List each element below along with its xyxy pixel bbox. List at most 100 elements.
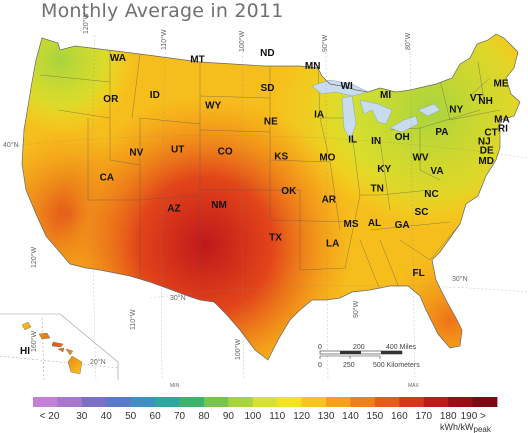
legend-ticks: < 20 30 40 50 60 70 80 90 100 110 120 130 140 150 160 1… — [40, 411, 486, 422]
state-label-mn: MN — [305, 61, 321, 72]
state-label-mt: MT — [190, 55, 204, 66]
state-label-vt: VT — [470, 93, 483, 104]
legend-tick-label: 120 — [293, 411, 310, 422]
legend-tick-label: 150 — [367, 411, 384, 422]
graticule-labels: 120°W 110°W 100°W 90°W 80°W 40°N 30°N 30… — [3, 13, 468, 360]
legend-swatch — [106, 397, 132, 407]
state-label-ut: UT — [171, 145, 184, 156]
legend-swatch — [252, 397, 278, 407]
legend-swatch — [301, 397, 327, 407]
scale-miles-400: 400 Miles — [386, 344, 416, 351]
state-label-il: IL — [348, 134, 357, 145]
state-label-ct: CT — [484, 128, 497, 139]
state-label-la: LA — [326, 238, 339, 249]
legend-tick-label: 190 > — [461, 411, 486, 422]
state-label-ia: IA — [314, 110, 324, 121]
state-label-sc: SC — [415, 207, 429, 218]
state-label-wa: WA — [110, 53, 126, 64]
state-label-az: AZ — [167, 204, 180, 215]
legend-swatch — [130, 397, 156, 407]
lon-bottom-110: 110°W — [129, 309, 137, 330]
legend-swatch — [155, 397, 180, 407]
state-borders — [39, 50, 501, 291]
scale-miles-200: 200 — [353, 344, 365, 351]
state-label-oh: OH — [395, 132, 410, 143]
legend-tick-label: 80 — [198, 411, 210, 422]
state-label-wi: WI — [341, 81, 353, 92]
legend-tick-label: 180 — [440, 411, 457, 422]
legend-tick-label: 160 — [391, 411, 408, 422]
state-label-al: AL — [368, 218, 381, 229]
legend-units-main: kWh/kW — [440, 422, 474, 432]
lon-label-90: 90°W — [321, 34, 329, 52]
state-label-ok: OK — [281, 186, 297, 197]
lon-bottom-100: 100°W — [234, 339, 242, 360]
lon-bottom-120: 120°W — [30, 247, 38, 268]
scale-miles-0: 0 — [318, 344, 322, 351]
state-labels: WA OR ID MT WY NV UT CO CA AZ NM ND SD NE KS OK TX MN IA MO… — [100, 48, 510, 279]
legend-units: kWh/kWpeak — [440, 422, 492, 433]
legend-tick-label: 40 — [101, 411, 113, 422]
legend-tick-label: 100 — [244, 411, 261, 422]
legend-min-label: MIN — [170, 383, 180, 389]
state-label-wy: WY — [205, 100, 221, 111]
legend-tick-label: 90 — [223, 411, 235, 422]
hawaii-islands — [21, 321, 83, 375]
legend-swatch — [57, 397, 83, 407]
scale-km-500: 500 Kilometers — [373, 362, 420, 369]
color-legend: MIN MAX < 20 30 40 50 60 70 80 90 100 110 120 130 14… — [33, 383, 498, 433]
state-label-id: ID — [150, 90, 160, 101]
graticule — [9, 34, 528, 380]
state-label-in: IN — [371, 136, 381, 147]
state-label-fl: FL — [412, 268, 424, 279]
legend-swatch — [350, 397, 376, 407]
inset-frame — [0, 313, 119, 380]
solar-map: WA OR ID MT WY NV UT CO CA AZ NM ND SD NE KS OK TX MN IA MO… — [0, 13, 528, 380]
state-label-ga: GA — [395, 220, 410, 231]
hawaii-inset: HI 160°W 20°N — [0, 313, 119, 380]
legend-tick-label: 110 — [269, 411, 285, 422]
legend-tick-label: 60 — [150, 411, 162, 422]
state-label-ca: CA — [100, 173, 114, 184]
lat-label-30-gulf: 30°N — [170, 294, 186, 302]
state-label-ny: NY — [449, 105, 463, 116]
state-label-mi: MI — [380, 90, 391, 101]
legend-tick-label: 140 — [342, 411, 359, 422]
state-label-mo: MO — [319, 153, 335, 164]
state-label-tx: TX — [269, 233, 282, 244]
state-label-nj: NJ — [478, 136, 491, 147]
state-label-pa: PA — [435, 127, 448, 138]
lon-label-110: 110°W — [160, 29, 168, 50]
legend-tick-label: < 20 — [40, 411, 60, 422]
state-label-wv: WV — [412, 153, 428, 164]
lat-label-40-left: 40°N — [3, 141, 19, 149]
state-label-va: VA — [430, 166, 443, 177]
legend-tick-label: 70 — [174, 411, 186, 422]
legend-swatch — [33, 397, 58, 407]
legend-tick-label: 30 — [76, 411, 88, 422]
map-title: Monthly Average in 2011 — [41, 0, 284, 22]
state-label-or: OR — [103, 94, 119, 105]
scale-bar: 0 200 400 Miles 0 250 500 Kilometers — [318, 344, 420, 369]
lat-label-30-right: 30°N — [452, 275, 468, 283]
state-label-ms: MS — [344, 219, 359, 230]
state-label-tn: TN — [371, 184, 384, 195]
lon-label-100: 100°W — [238, 31, 246, 52]
legend-swatch — [277, 397, 303, 407]
legend-swatch — [374, 397, 400, 407]
state-label-ma: MA — [494, 114, 510, 125]
state-label-co: CO — [218, 146, 233, 157]
state-label-de: DE — [480, 146, 494, 157]
scale-km-250: 250 — [343, 362, 355, 369]
state-label-nh: NH — [478, 96, 492, 107]
state-label-ky: KY — [377, 164, 391, 175]
state-label-nv: NV — [129, 148, 143, 159]
legend-tick-label: 170 — [415, 411, 432, 422]
legend-max-label: MAX — [408, 383, 420, 389]
legend-swatch — [326, 397, 351, 407]
lon-bottom-90: 90°W — [352, 300, 360, 318]
hawaii-lat-label: 20°N — [90, 358, 106, 366]
legend-swatch — [399, 397, 425, 407]
state-label-nd: ND — [260, 48, 274, 59]
legend-swatch — [472, 397, 498, 407]
